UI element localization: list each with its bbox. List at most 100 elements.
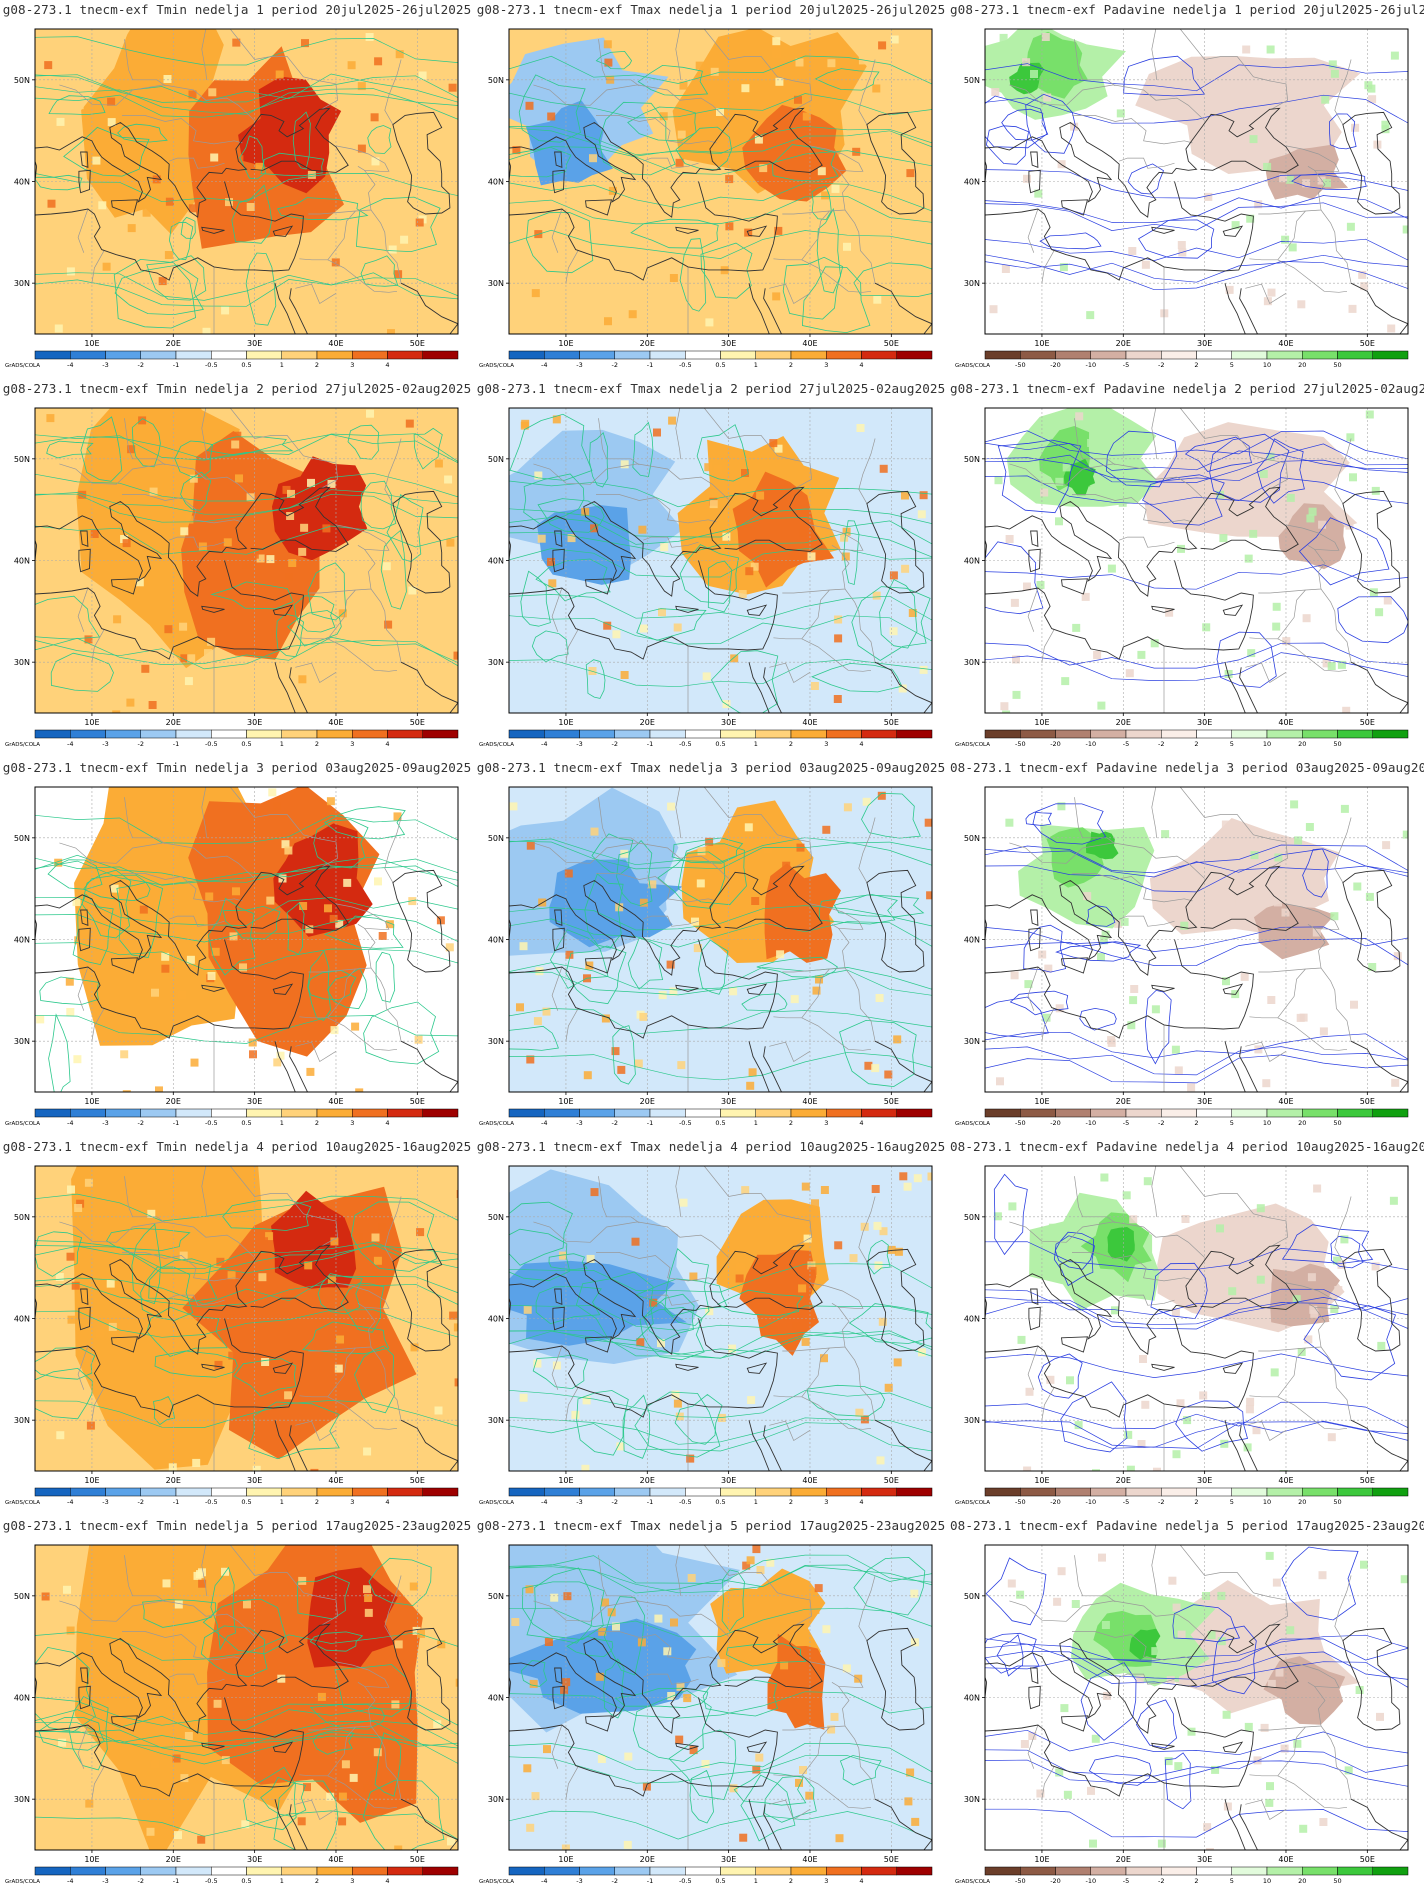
colorbar-label: 4: [385, 1498, 389, 1506]
colorbar-label: -20: [1050, 1498, 1061, 1506]
contour-line: [985, 1031, 1408, 1060]
country-border: [858, 438, 876, 504]
colorbar-label: 3: [824, 1498, 828, 1506]
colorbar-label: -4: [541, 1877, 547, 1885]
country-border: [598, 797, 640, 845]
coastline: [552, 548, 565, 573]
contour-line: [140, 1266, 194, 1321]
coastline: [392, 1627, 451, 1731]
contour-line: [639, 1306, 705, 1361]
contour-line: [509, 92, 932, 119]
colorbar-swatch: [1266, 1866, 1303, 1876]
country-border: [1027, 1724, 1039, 1769]
country-border: [229, 29, 338, 110]
latitude-tick-label: 50N: [488, 834, 504, 843]
contour-line: [985, 848, 1408, 878]
colorbar-swatch: [1125, 350, 1162, 360]
country-border: [1334, 1196, 1352, 1262]
contour-line: [131, 418, 161, 468]
country-border: [308, 1686, 376, 1731]
colorbar-swatch: [790, 1866, 827, 1876]
colorbar-label: -1: [173, 1119, 179, 1127]
longitude-tick-label: 40E: [328, 1097, 343, 1106]
contour-line: [114, 264, 204, 316]
colorbar-swatch: [34, 1487, 71, 1497]
map-canvas: 30N 40N 50N 10E 20E 30E 40E 50E -4 -3 -2 -1 -0.5 0.5 1…: [479, 1165, 933, 1506]
coastline: [509, 486, 823, 597]
colorbar-swatch: [755, 729, 792, 739]
contour-line: [509, 1422, 932, 1452]
longitude-tick-label: 40E: [1278, 718, 1293, 727]
colorbar-swatch: [140, 350, 177, 360]
contour-line: [142, 1599, 217, 1628]
contour-line: [35, 914, 458, 943]
colorbar-swatch: [508, 729, 545, 739]
anomaly-area: [509, 1618, 697, 1714]
longitude-tick-label: 10E: [84, 718, 99, 727]
colorbar-label: -50: [1015, 1498, 1026, 1506]
contour-line: [35, 640, 458, 670]
map-canvas: 30N 40N 50N 10E 20E 30E 40E 50E -4 -3 -2 -1 -0.5 0.5 1…: [5, 1544, 459, 1885]
colorbar-swatch: [1266, 1487, 1303, 1497]
contour-line: [360, 255, 399, 287]
colorbar-label: -3: [576, 740, 582, 748]
longitude-tick-label: 40E: [802, 1476, 817, 1485]
colorbar-label: 2: [789, 1877, 793, 1885]
contour-line: [312, 1729, 355, 1755]
contour-line: [853, 1556, 926, 1616]
coastline: [274, 1041, 308, 1092]
colorbar-label: 2: [315, 740, 319, 748]
panel-title: g08-273.1 tnecm-exf Padavine nedelja 2 p…: [950, 381, 1424, 396]
colorbar-label: -1: [647, 740, 653, 748]
contour-line: [509, 594, 932, 621]
country-border: [773, 210, 830, 261]
colorbar-label: 4: [859, 1119, 863, 1127]
latitude-tick-label: 50N: [964, 1592, 980, 1601]
contour-line: [35, 1631, 458, 1661]
colorbar-swatch: [1372, 1487, 1409, 1497]
colorbar-label: -3: [576, 1877, 582, 1885]
country-border: [91, 1387, 105, 1421]
contour-line: [509, 1201, 573, 1266]
contour-line: [1080, 1661, 1137, 1741]
colorbar-swatch: [685, 1108, 721, 1118]
colorbar-label: 3: [350, 1119, 354, 1127]
longitude-tick-label: 20E: [1116, 718, 1131, 727]
country-border: [844, 1725, 876, 1800]
longitude-tick-label: 10E: [84, 1097, 99, 1106]
contour-line: [35, 1735, 458, 1765]
latitude-tick-label: 40N: [488, 178, 504, 187]
coastline: [985, 939, 1254, 1039]
longitude-tick-label: 30E: [247, 718, 262, 727]
country-border: [91, 1008, 105, 1042]
contour-line: [380, 529, 407, 610]
coastline: [746, 983, 768, 995]
coastline: [274, 1799, 308, 1850]
contour-line: [309, 1703, 386, 1730]
country-border: [1151, 1166, 1157, 1217]
country-border: [299, 1347, 356, 1398]
country-border: [1074, 418, 1116, 466]
map-panel-tmin-week-5: 30N 40N 50N 10E 20E 30E 40E 50E -4 -3 -2 -1 -0.5 0.5 1…: [0, 1516, 474, 1895]
contour-line: [334, 1664, 412, 1717]
colorbar-swatch: [1337, 1487, 1373, 1497]
contour-line: [997, 439, 1082, 514]
contour-line: [307, 950, 332, 1021]
country-border: [782, 549, 850, 594]
coastline: [274, 662, 308, 713]
longitude-tick-label: 40E: [802, 339, 817, 348]
contour-line: [985, 1759, 1408, 1787]
colorbar-swatch: [755, 350, 792, 360]
longitude-tick-label: 30E: [247, 1097, 262, 1106]
contour-line: [35, 36, 458, 66]
country-border: [565, 1766, 579, 1800]
colorbar-label: 0.5: [241, 1877, 251, 1885]
colorbar-swatch: [1090, 350, 1127, 360]
coastline: [509, 181, 778, 281]
contour-line: [509, 1755, 932, 1785]
colorbar-swatch: [1302, 1108, 1338, 1118]
colorbar-swatch: [1196, 1487, 1232, 1497]
coastline: [675, 984, 699, 992]
colorbar-label: -0.5: [205, 740, 218, 748]
coastline: [1342, 869, 1401, 973]
